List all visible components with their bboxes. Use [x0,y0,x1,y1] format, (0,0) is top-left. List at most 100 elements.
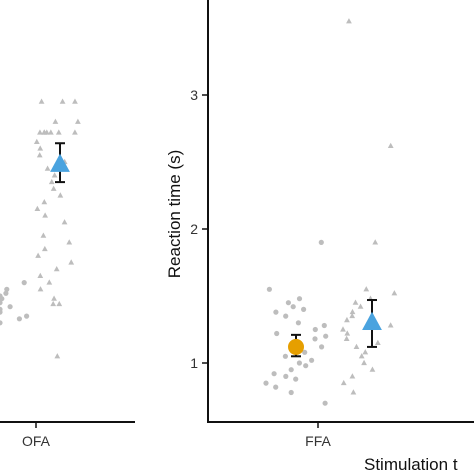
raw-point-triangle [343,335,350,341]
raw-point-triangle [52,118,59,124]
right-x-tick-label: FFA [305,433,331,449]
raw-point-triangle [37,272,44,278]
raw-point-triangle [391,290,398,296]
raw-point-triangle [340,326,346,332]
raw-point-circle [3,290,9,296]
raw-point-circle [0,296,5,302]
raw-point-triangle [41,129,48,135]
raw-point-circle [319,344,325,350]
raw-point-circle [271,371,277,377]
raw-point-triangle [37,129,43,135]
raw-point-triangle [344,330,351,336]
raw-point-circle [295,320,301,326]
left-panel: OFA [0,98,135,449]
raw-point-triangle [48,178,55,185]
raw-point-triangle [357,303,364,309]
raw-point-triangle [362,349,369,355]
raw-point-circle [288,367,294,373]
raw-point-triangle [55,129,62,135]
raw-point-circle [7,304,13,310]
raw-point-triangle [51,172,58,178]
raw-point-triangle [54,353,61,359]
raw-point-triangle [33,138,40,144]
raw-point-circle [312,336,318,342]
raw-point-triangle [75,118,81,124]
raw-point-triangle [363,286,370,292]
raw-point-triangle [358,353,365,359]
y-tick-label: 3 [190,87,198,103]
right-panel: FFA 1 2 3 Reaction time (s) Stimulation t [165,0,474,474]
raw-point-circle [309,357,315,363]
raw-point-circle [322,400,328,406]
raw-point-triangle [42,212,49,218]
raw-point-triangle [361,359,367,366]
mean-marker-circle [288,338,304,355]
raw-point-triangle [374,339,381,345]
raw-point-circle [21,280,27,286]
y-tick-label: 1 [190,355,198,371]
raw-point-circle [318,239,324,245]
raw-point-circle [301,306,307,312]
raw-point-triangle [369,366,376,372]
raw-point-triangle [56,300,63,307]
left-x-tick-label: OFA [22,433,51,449]
raw-point-triangle [35,252,42,258]
raw-point-triangle [41,199,48,205]
raw-point-circle [288,389,294,396]
raw-point-triangle [72,98,78,104]
raw-point-triangle [46,279,53,285]
raw-point-triangle [57,192,64,198]
raw-point-triangle [50,300,57,307]
raw-point-circle [285,300,291,306]
raw-point-triangle [53,266,60,272]
right-raw-points [263,18,398,406]
raw-point-circle [302,349,308,355]
raw-point-circle [24,313,30,319]
raw-point-triangle [51,295,57,301]
raw-point-circle [16,316,22,322]
raw-point-triangle [344,316,350,323]
raw-point-circle [266,286,272,292]
raw-point-circle [283,313,289,319]
raw-point-circle [273,309,279,315]
raw-point-circle [321,322,327,329]
raw-point-triangle [37,286,44,292]
raw-point-circle [274,330,280,337]
raw-point-triangle [38,98,45,104]
raw-point-triangle [36,152,43,158]
raw-point-triangle [68,259,75,265]
raw-point-circle [296,296,303,302]
raw-point-circle [4,286,10,292]
x-axis-title: Stimulation t [364,455,458,474]
raw-point-circle [0,300,3,306]
raw-point-triangle [59,98,66,104]
raw-point-triangle [50,185,57,191]
raw-point-triangle [349,373,356,379]
raw-point-triangle [41,245,48,252]
raw-point-circle [0,309,3,315]
raw-point-triangle [61,219,68,225]
y-axis-title: Reaction time (s) [165,150,184,278]
raw-point-circle [283,373,289,379]
y-tick-label: 2 [190,221,198,237]
mean-marker-triangle [362,311,382,330]
raw-point-triangle [372,239,379,245]
raw-point-triangle [349,312,356,319]
raw-point-triangle [340,379,347,386]
raw-point-triangle [37,145,44,151]
raw-point-circle [282,353,288,359]
raw-point-triangle [350,389,357,395]
raw-point-triangle [353,343,360,349]
raw-point-circle [263,380,269,386]
raw-point-circle [296,360,302,366]
raw-point-triangle [349,308,356,315]
raw-point-circle [273,384,279,390]
right-y-ticks: 1 2 3 [190,87,208,371]
raw-point-circle [312,326,318,333]
raw-point-circle [323,333,329,339]
raw-point-triangle [387,322,394,328]
raw-point-triangle [352,299,359,305]
raw-point-triangle [40,232,47,238]
raw-point-triangle [66,239,73,245]
